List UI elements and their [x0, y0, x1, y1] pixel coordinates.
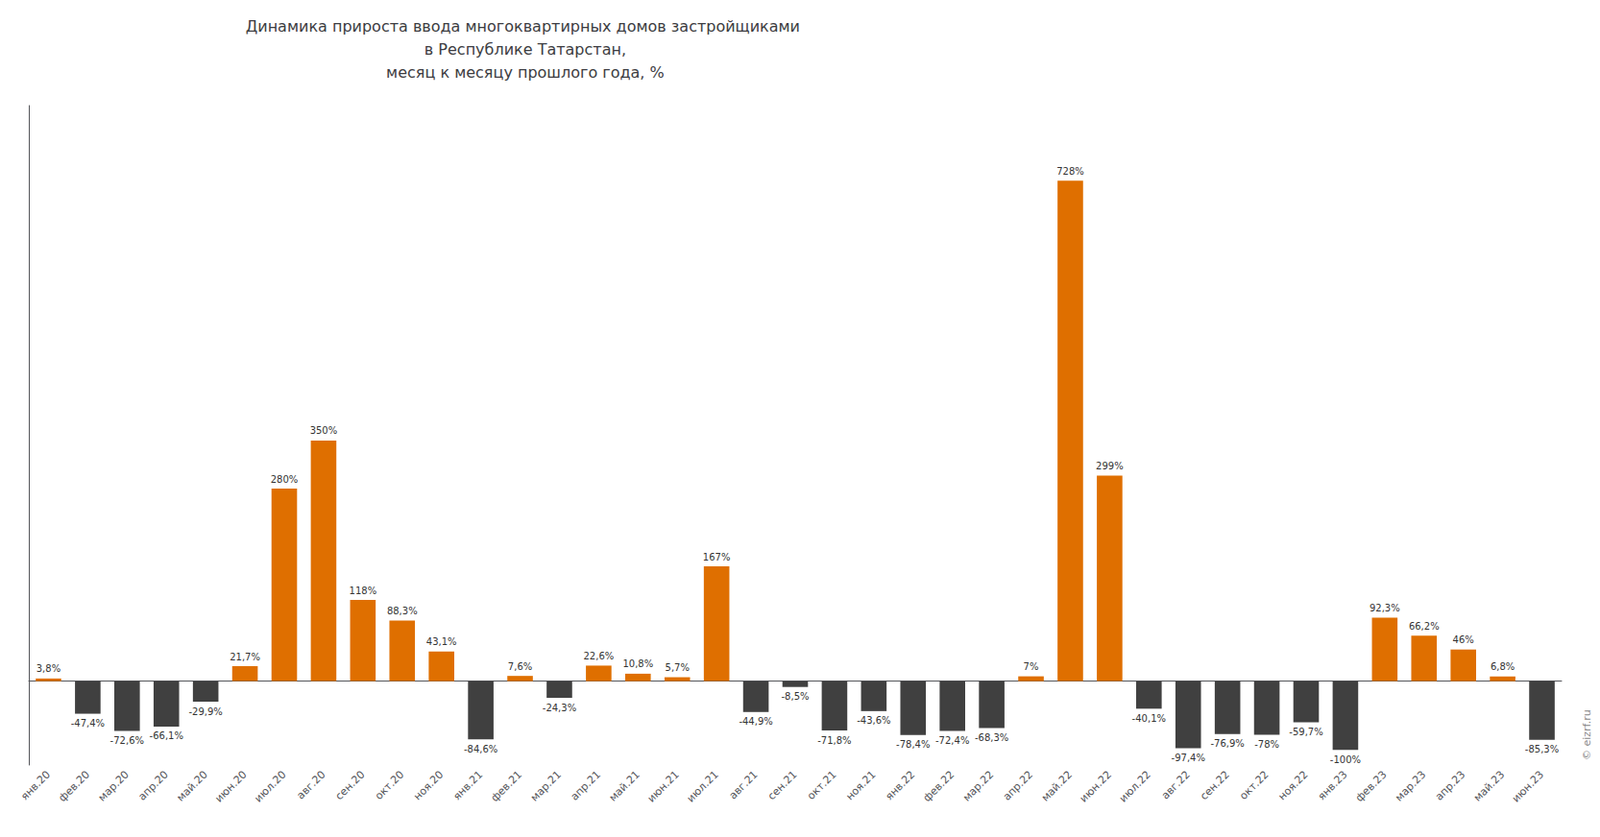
svg-text:5,7%: 5,7% — [665, 662, 690, 674]
svg-text:фев.23: фев.23 — [1353, 768, 1390, 805]
svg-text:ноя.20: ноя.20 — [411, 768, 446, 803]
svg-text:окт.20: окт.20 — [372, 768, 408, 803]
svg-text:май.21: май.21 — [606, 768, 643, 804]
svg-text:фев.21: фев.21 — [488, 768, 526, 805]
svg-text:янв.22: янв.22 — [882, 768, 918, 803]
svg-text:мар.22: мар.22 — [960, 768, 996, 804]
svg-text:7%: 7% — [1023, 661, 1040, 673]
svg-text:авг.22: авг.22 — [1159, 768, 1193, 802]
svg-text:728%: 728% — [1056, 166, 1085, 177]
svg-text:-72,4%: -72,4% — [935, 735, 970, 747]
svg-text:6,8%: 6,8% — [1490, 661, 1515, 673]
svg-text:окт.22: окт.22 — [1236, 768, 1272, 803]
svg-text:-85,3%: -85,3% — [1525, 744, 1559, 755]
svg-text:сен.21: сен.21 — [765, 768, 800, 803]
svg-text:-72,6%: -72,6% — [110, 735, 145, 747]
svg-text:июн.20: июн.20 — [212, 768, 249, 805]
svg-text:сен.22: сен.22 — [1197, 768, 1233, 803]
svg-text:-8,5%: -8,5% — [780, 691, 809, 703]
svg-text:-71,8%: -71,8% — [817, 735, 851, 747]
svg-text:-78,4%: -78,4% — [896, 739, 930, 751]
svg-text:май.20: май.20 — [174, 768, 211, 804]
svg-text:-47,4%: -47,4% — [71, 718, 105, 729]
svg-text:21,7%: 21,7% — [229, 652, 261, 663]
svg-text:10,8%: 10,8% — [622, 658, 654, 670]
svg-text:апр.22: апр.22 — [1000, 768, 1036, 803]
svg-text:-24,3%: -24,3% — [542, 703, 577, 714]
svg-text:350%: 350% — [310, 425, 339, 437]
svg-text:мар.21: мар.21 — [528, 768, 564, 804]
svg-text:мар.20: мар.20 — [96, 768, 132, 804]
svg-text:июн.21: июн.21 — [645, 768, 682, 805]
svg-text:июн.23: июн.23 — [1509, 768, 1547, 805]
svg-text:авг.21: авг.21 — [727, 768, 761, 802]
svg-text:месяц к месяцу прошлого года,: месяц к месяцу прошлого года, % — [381, 63, 665, 82]
svg-text:46%: 46% — [1453, 634, 1475, 646]
svg-text:-59,7%: -59,7% — [1288, 727, 1323, 738]
svg-text:май.22: май.22 — [1039, 768, 1075, 804]
svg-text:299%: 299% — [1095, 460, 1124, 472]
svg-text:авг.20: авг.20 — [294, 768, 329, 802]
svg-text:167%: 167% — [703, 552, 731, 563]
svg-text:280%: 280% — [270, 474, 299, 485]
svg-text:© eizrf.ru: © eizrf.ru — [1580, 709, 1594, 761]
svg-text:июн.22: июн.22 — [1077, 768, 1115, 805]
svg-text:янв.20: янв.20 — [18, 768, 53, 803]
svg-text:ноя.21: ноя.21 — [843, 768, 878, 803]
svg-text:-66,1%: -66,1% — [149, 730, 184, 742]
svg-text:-43,6%: -43,6% — [856, 715, 891, 727]
svg-text:апр.23: апр.23 — [1432, 768, 1468, 803]
svg-text:ноя.22: ноя.22 — [1276, 768, 1311, 803]
svg-text:мар.23: мар.23 — [1392, 768, 1429, 804]
svg-text:118%: 118% — [349, 585, 378, 597]
svg-text:-29,9%: -29,9% — [188, 706, 222, 718]
svg-text:3,8%: 3,8% — [36, 663, 61, 675]
svg-text:фев.22: фев.22 — [921, 768, 958, 805]
svg-text:43,1%: 43,1% — [426, 636, 458, 648]
svg-text:май.23: май.23 — [1471, 768, 1507, 804]
svg-text:-78%: -78% — [1254, 739, 1280, 751]
svg-text:-68,3%: -68,3% — [974, 732, 1009, 744]
svg-text:фев.20: фев.20 — [55, 768, 93, 805]
svg-text:окт.21: окт.21 — [804, 768, 840, 803]
svg-text:апр.20: апр.20 — [136, 768, 171, 803]
svg-text:июл.22: июл.22 — [1116, 768, 1154, 805]
svg-text:в Республике Татарстан,: в Республике Татарстан, — [419, 40, 627, 59]
svg-text:янв.23: янв.23 — [1315, 768, 1351, 803]
svg-text:апр.21: апр.21 — [568, 768, 604, 803]
svg-text:-100%: -100% — [1330, 754, 1361, 766]
svg-text:-44,9%: -44,9% — [738, 716, 773, 728]
svg-text:88,3%: 88,3% — [387, 606, 418, 617]
svg-text:92,3%: 92,3% — [1369, 603, 1401, 614]
svg-text:-84,6%: -84,6% — [463, 744, 498, 755]
svg-text:июл.20: июл.20 — [252, 768, 290, 805]
svg-text:-97,4%: -97,4% — [1171, 752, 1206, 764]
svg-text:янв.21: янв.21 — [450, 768, 485, 803]
svg-text:сен.20: сен.20 — [333, 768, 368, 803]
svg-text:-76,9%: -76,9% — [1210, 738, 1244, 750]
svg-text:7,6%: 7,6% — [508, 661, 533, 673]
svg-text:Динамика прироста ввода многок: Динамика прироста ввода многоквартирных … — [245, 17, 800, 36]
svg-text:июл.21: июл.21 — [684, 768, 722, 805]
svg-text:66,2%: 66,2% — [1408, 621, 1440, 632]
svg-text:22,6%: 22,6% — [582, 651, 614, 662]
svg-text:-40,1%: -40,1% — [1132, 713, 1166, 725]
